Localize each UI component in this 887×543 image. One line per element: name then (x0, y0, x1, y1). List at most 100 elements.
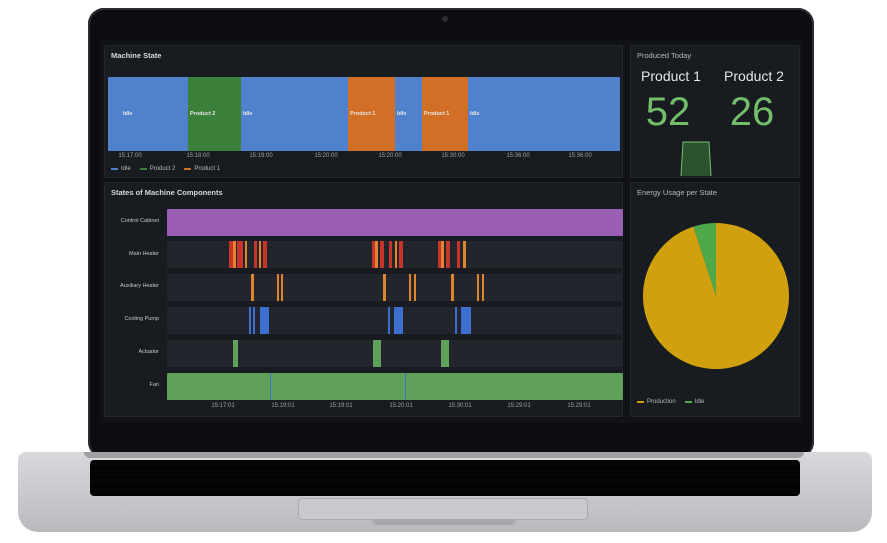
time-tick: 15:17:01 (211, 403, 235, 409)
track-main-heater[interactable] (167, 241, 623, 268)
time-tick: 15:17:00 (118, 153, 142, 159)
state-bar (438, 241, 441, 268)
state-segment[interactable]: Idle (241, 77, 348, 151)
state-bar (395, 241, 397, 268)
state-bar (375, 241, 378, 268)
state-segment[interactable]: Idle (395, 77, 422, 151)
row-label: Cooling Pump (124, 316, 159, 322)
state-bar (389, 241, 392, 268)
state-bar (441, 340, 449, 367)
time-tick: 15:30:01 (448, 403, 472, 409)
state-bar (245, 241, 247, 268)
state-bar (383, 274, 386, 301)
state-bar (233, 241, 236, 268)
state-bar (249, 307, 251, 334)
state-bar (409, 274, 411, 301)
keyboard (90, 460, 800, 496)
segment-label: Product 1 (424, 111, 450, 117)
components-panel[interactable]: States of Machine Components Control Cab… (104, 182, 623, 417)
time-tick: 15:30:00 (441, 153, 465, 159)
time-tick: 15:20:01 (389, 403, 413, 409)
energy-pie-chart (643, 223, 789, 369)
state-bar (388, 307, 390, 334)
stat-name-product-1: Product 1 (641, 68, 701, 84)
state-bar (373, 340, 381, 367)
state-bar (263, 241, 267, 268)
time-tick: 15:20:00 (314, 153, 338, 159)
time-tick: 15:18:00 (186, 153, 210, 159)
state-segment[interactable]: Product 1 (348, 77, 395, 151)
track-actuator[interactable] (167, 340, 623, 367)
time-tick: 15:19:01 (271, 403, 295, 409)
state-bar (253, 307, 255, 334)
legend-item-product-2[interactable]: Product 2 (139, 166, 175, 172)
panel-title: Energy Usage per State (637, 188, 718, 197)
state-segment[interactable]: Idle (468, 77, 620, 151)
state-bar (482, 274, 484, 301)
energy-usage-panel[interactable]: Energy Usage per State Production Idle (630, 182, 800, 417)
state-bar (229, 241, 233, 268)
time-tick: 15:36:00 (568, 153, 592, 159)
state-segment[interactable]: Product 2 (188, 77, 241, 151)
track-cooling-pump[interactable] (167, 307, 623, 334)
state-bar (477, 274, 479, 301)
legend-item-product-1[interactable]: Product 1 (184, 166, 220, 172)
legend-item-production[interactable]: Production (637, 399, 676, 405)
row-label: Auxiliary Heater (120, 283, 159, 289)
state-bar (451, 274, 454, 301)
dashboard-screen: Machine State Idle Product 2 Idle Produc… (100, 40, 803, 423)
state-bar (414, 274, 416, 301)
produced-today-panel[interactable]: Produced Today Product 1 Product 2 52 26 (630, 45, 800, 178)
track-fan[interactable] (167, 373, 623, 400)
segment-label: Idle (470, 111, 480, 117)
row-label: Control Cabinet (120, 218, 159, 224)
state-bar (463, 241, 466, 268)
stat-name-product-2: Product 2 (724, 68, 784, 84)
state-divider (270, 373, 271, 400)
track-auxiliary-heater[interactable] (167, 274, 623, 301)
state-divider (405, 373, 406, 400)
panel-title: States of Machine Components (111, 188, 223, 197)
laptop-hinge (84, 452, 804, 458)
machine-state-panel[interactable]: Machine State Idle Product 2 Idle Produc… (104, 45, 623, 178)
legend: Production Idle (637, 399, 709, 405)
state-bar (233, 340, 238, 367)
state-bar (167, 209, 623, 236)
state-bar (237, 241, 243, 268)
time-tick: 15:19:00 (249, 153, 273, 159)
time-tick: 15:20:00 (378, 153, 402, 159)
time-tick: 15:36:00 (506, 153, 530, 159)
state-bar (251, 274, 254, 301)
sparkline (680, 141, 712, 176)
stat-value-product-1: 52 (645, 90, 691, 134)
segment-label: Idle (243, 111, 253, 117)
state-bar (277, 274, 279, 301)
track-control-cabinet[interactable] (167, 209, 623, 236)
state-bar (399, 241, 403, 268)
state-bar (457, 241, 460, 268)
segment-label: Idle (397, 111, 407, 117)
legend-item-idle[interactable]: Idle (111, 166, 131, 172)
pie-slice-idle[interactable] (693, 223, 716, 296)
state-bar (455, 307, 457, 334)
panel-title: Produced Today (637, 51, 692, 60)
lid-notch (372, 519, 516, 525)
segment-label: Product 2 (190, 111, 216, 117)
time-tick: 15:29:01 (567, 403, 591, 409)
row-label: Main Heater (129, 251, 159, 257)
stat-value-product-2: 26 (729, 90, 775, 134)
state-bar (394, 307, 403, 334)
state-segment[interactable]: Product 1 (422, 77, 468, 151)
row-label: Actuator (138, 349, 159, 355)
webcam (442, 16, 448, 22)
legend-item-idle[interactable]: Idle (684, 399, 704, 405)
panel-title: Machine State (111, 51, 162, 60)
state-bar (254, 241, 257, 268)
state-bar (446, 241, 450, 268)
state-bar (372, 241, 375, 268)
row-label: Fan (149, 382, 159, 388)
time-tick: 15:29:01 (507, 403, 531, 409)
state-segment[interactable] (108, 77, 124, 151)
state-segment[interactable]: Idle (121, 77, 188, 151)
state-bar (380, 241, 384, 268)
